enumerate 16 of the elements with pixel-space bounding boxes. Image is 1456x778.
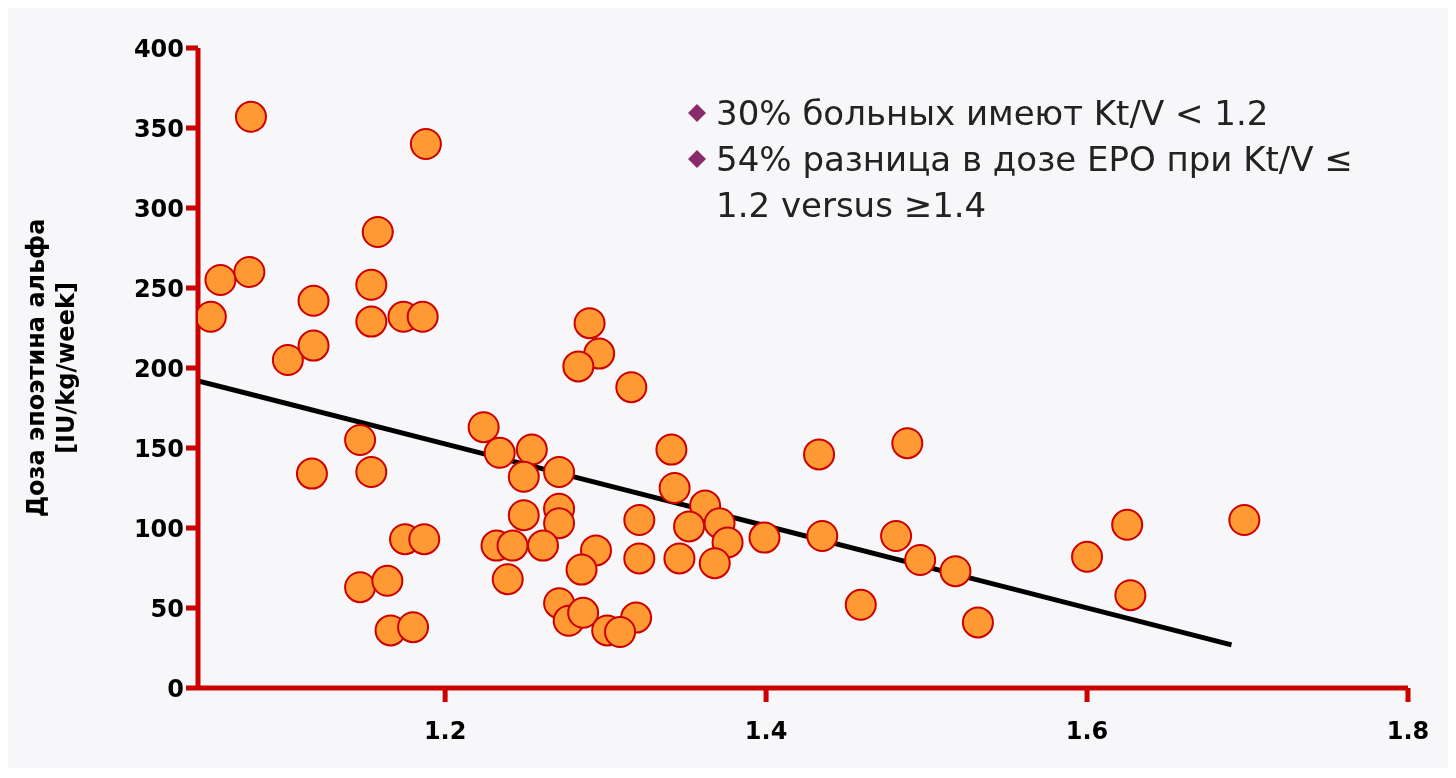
y-axis-title: Доза эпоэтина альфа [IU/kg/week] (22, 218, 80, 518)
annotation: 54% разница в дозе EPO при Kt/V ≤ 1.2 versus ≥1.4 (716, 138, 1354, 227)
y-tick-label: 100 (133, 514, 184, 543)
x-tick-label: 1.6 (1065, 717, 1109, 746)
x-tick-label: 1.8 (1386, 717, 1430, 746)
annotation: 30% больных имеют Kt/V < 1.2 (716, 92, 1269, 135)
y-tick-label: 200 (133, 354, 184, 383)
y-tick-label: 300 (133, 194, 184, 223)
x-tick-label: 1.2 (423, 717, 467, 746)
y-tick-label: 150 (133, 434, 184, 463)
y-tick-label: 350 (133, 114, 184, 143)
y-tick-label: 400 (133, 34, 184, 63)
y-tick-label: 0 (167, 674, 184, 703)
y-tick-label: 250 (133, 274, 184, 303)
x-tick-label: 1.4 (744, 717, 788, 746)
y-tick-label: 50 (150, 594, 184, 623)
